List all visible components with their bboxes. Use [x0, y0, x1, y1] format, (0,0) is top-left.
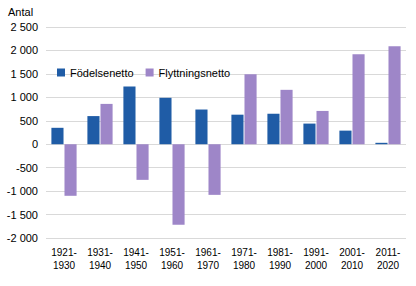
svg-text:1980: 1980 [233, 260, 256, 271]
svg-text:0: 0 [32, 138, 38, 150]
svg-text:2020: 2020 [377, 260, 400, 271]
svg-text:Flyttningsnetto: Flyttningsnetto [159, 67, 231, 79]
svg-text:500: 500 [20, 115, 38, 127]
svg-text:1930: 1930 [53, 260, 76, 271]
svg-text:-500: -500 [16, 162, 38, 174]
svg-text:1991-: 1991- [303, 247, 329, 258]
svg-text:1951-: 1951- [159, 247, 185, 258]
svg-text:2 000: 2 000 [10, 44, 38, 56]
svg-text:1950: 1950 [125, 260, 148, 271]
svg-text:2010: 2010 [341, 260, 364, 271]
svg-text:1931-: 1931- [87, 247, 113, 258]
svg-text:1 000: 1 000 [10, 91, 38, 103]
svg-text:2001-: 2001- [339, 247, 365, 258]
svg-text:2000: 2000 [305, 260, 328, 271]
svg-text:1970: 1970 [197, 260, 220, 271]
svg-text:-1 000: -1 000 [7, 185, 38, 197]
svg-text:-2 000: -2 000 [7, 232, 38, 244]
svg-text:1 500: 1 500 [10, 68, 38, 80]
svg-text:1940: 1940 [89, 260, 112, 271]
svg-text:Antal: Antal [8, 6, 33, 18]
svg-text:1961-: 1961- [195, 247, 221, 258]
svg-text:2 500: 2 500 [10, 21, 38, 33]
svg-text:1941-: 1941- [123, 247, 149, 258]
svg-text:Födelsenetto: Födelsenetto [70, 67, 134, 79]
svg-text:-1 500: -1 500 [7, 209, 38, 221]
svg-text:1990: 1990 [269, 260, 292, 271]
svg-text:1921-: 1921- [51, 247, 77, 258]
svg-text:2011-: 2011- [376, 247, 401, 258]
svg-text:1981-: 1981- [267, 247, 293, 258]
svg-text:1971-: 1971- [231, 247, 257, 258]
svg-text:1960: 1960 [161, 260, 184, 271]
